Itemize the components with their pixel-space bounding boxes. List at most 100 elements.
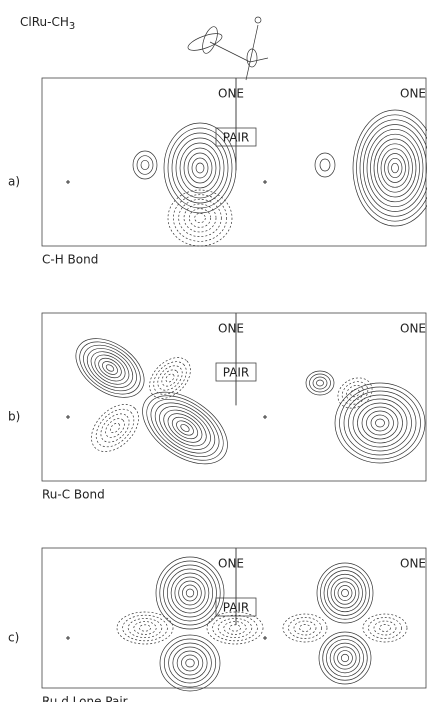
contour xyxy=(363,124,427,212)
contour xyxy=(375,418,385,428)
contour xyxy=(370,414,390,432)
contour xyxy=(132,150,158,180)
contour xyxy=(318,631,372,685)
contour xyxy=(343,390,417,456)
contour xyxy=(149,357,191,399)
contour xyxy=(384,153,406,183)
panel: a) ONE ONE PAIR C-H Bond xyxy=(8,77,427,267)
contour xyxy=(167,413,203,443)
contour xyxy=(90,351,130,385)
contour xyxy=(139,624,151,632)
contour xyxy=(86,348,134,388)
contour xyxy=(362,613,408,643)
contour xyxy=(179,142,221,194)
contour xyxy=(191,157,209,179)
contour xyxy=(282,613,328,643)
contour xyxy=(178,198,222,238)
contour xyxy=(136,155,154,175)
contour xyxy=(217,618,253,638)
contour xyxy=(322,635,368,681)
panel-label: c) xyxy=(8,631,19,645)
contour xyxy=(348,394,412,452)
contour xyxy=(175,137,225,199)
contour xyxy=(182,584,198,602)
contour xyxy=(185,588,195,598)
contour xyxy=(370,133,420,203)
contour xyxy=(329,642,361,674)
contour xyxy=(170,572,210,614)
contour xyxy=(166,568,214,618)
contour xyxy=(142,391,228,465)
panel-frame xyxy=(41,312,427,482)
contour xyxy=(341,381,369,405)
contour xyxy=(323,570,367,616)
contour xyxy=(350,388,360,398)
contour xyxy=(288,617,322,639)
contour xyxy=(83,344,137,392)
caption: Ru d Lone Pair xyxy=(42,695,128,702)
pair-box xyxy=(215,597,257,617)
contour xyxy=(195,162,205,174)
contour xyxy=(171,132,229,204)
molecule-sketch xyxy=(187,16,269,81)
pair-box xyxy=(215,127,257,147)
contour xyxy=(188,208,212,228)
panel-frame xyxy=(41,547,427,689)
left-label: ONE xyxy=(218,87,244,101)
contour xyxy=(340,653,350,663)
contour xyxy=(183,147,217,189)
contour xyxy=(330,577,360,609)
contour xyxy=(319,158,331,172)
center-label: PAIR xyxy=(223,131,250,145)
contour xyxy=(356,114,427,222)
contour xyxy=(133,621,157,635)
contour xyxy=(140,159,150,171)
right-label: ONE xyxy=(400,87,426,101)
contour xyxy=(326,639,364,677)
contour xyxy=(154,402,216,454)
contour xyxy=(309,373,331,393)
contour xyxy=(159,406,211,450)
contour xyxy=(100,413,130,443)
center-label: PAIR xyxy=(223,601,250,615)
contour xyxy=(229,624,241,632)
contour xyxy=(212,614,258,642)
contour xyxy=(316,562,374,624)
contour xyxy=(337,585,353,601)
contour xyxy=(167,189,233,247)
contour xyxy=(155,556,225,630)
contour xyxy=(334,581,356,605)
contour xyxy=(102,361,118,375)
contour xyxy=(293,620,317,636)
contour xyxy=(171,416,199,440)
formula: ClRu-CH3 xyxy=(20,15,75,33)
contour xyxy=(223,621,247,635)
pair-box xyxy=(215,362,257,382)
contour xyxy=(379,624,391,632)
contour xyxy=(339,386,421,460)
panel-label: a) xyxy=(8,175,20,189)
contour xyxy=(163,122,237,214)
contour xyxy=(176,420,194,436)
contour xyxy=(327,573,363,613)
contour xyxy=(163,564,217,622)
contour xyxy=(373,138,417,198)
caption: C-H Bond xyxy=(42,253,98,267)
contour xyxy=(337,377,373,409)
contour xyxy=(146,395,224,461)
contour xyxy=(150,398,220,458)
contour xyxy=(380,148,410,188)
contour xyxy=(167,127,233,209)
contour xyxy=(299,624,311,632)
caption: Ru-C Bond xyxy=(42,488,105,502)
contour xyxy=(337,650,353,666)
contour xyxy=(172,646,208,680)
contour xyxy=(98,357,122,379)
contour xyxy=(163,409,207,447)
contour xyxy=(366,128,424,208)
contour xyxy=(168,642,212,684)
contour xyxy=(109,422,121,434)
contour xyxy=(357,402,403,444)
panel: c) ONE ONE PAIR Ru d Lone Pair xyxy=(8,547,427,702)
